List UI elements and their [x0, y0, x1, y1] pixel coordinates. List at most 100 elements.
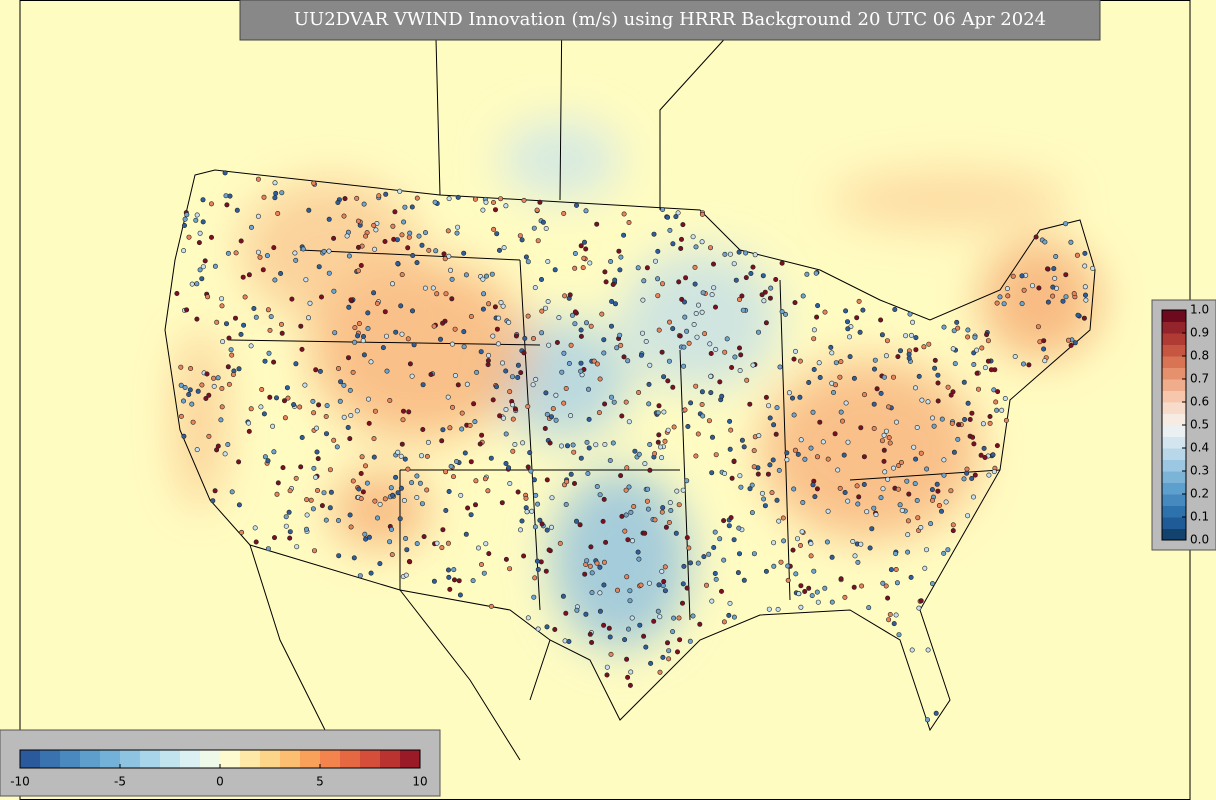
observation-dot [401, 219, 407, 225]
observation-dot [682, 407, 688, 413]
observation-dot [265, 458, 271, 464]
observation-dot [941, 550, 947, 556]
observation-dot [597, 564, 603, 570]
observation-dot [923, 547, 929, 553]
observation-dot [838, 576, 844, 582]
observation-dot [885, 595, 891, 601]
observation-dot [446, 574, 452, 580]
observation-dot [571, 449, 577, 455]
observation-dot [609, 298, 615, 304]
observation-dot [925, 647, 931, 653]
observation-dot [856, 494, 862, 500]
observation-dot [199, 382, 205, 388]
observation-dot [383, 333, 389, 339]
observation-dot [995, 389, 1001, 395]
observation-dot [767, 295, 773, 301]
observation-dot [371, 222, 377, 228]
observation-dot [878, 495, 884, 501]
observation-dot [267, 394, 273, 400]
observation-dot [606, 625, 612, 631]
observation-dot [362, 463, 368, 469]
observation-dot [341, 213, 347, 219]
observation-dot [246, 272, 252, 278]
observation-dot [271, 359, 277, 365]
observation-dot [561, 400, 567, 406]
observation-dot [554, 339, 560, 345]
observation-dot [194, 316, 200, 322]
observation-dot [786, 390, 792, 396]
observation-dot [655, 410, 661, 416]
observation-dot [452, 372, 458, 378]
observation-dot [521, 553, 527, 559]
observation-dot [718, 588, 724, 594]
observation-dot [568, 342, 574, 348]
observation-dot [795, 451, 801, 457]
observation-dot [800, 499, 806, 505]
observation-dot [480, 276, 486, 282]
observation-dot [710, 261, 716, 267]
observation-dot [597, 492, 603, 498]
observation-dot [903, 333, 909, 339]
observation-dot [529, 508, 535, 514]
observation-dot [755, 471, 761, 477]
observation-dot [784, 450, 790, 456]
observation-dot [837, 374, 843, 380]
observation-dot [262, 358, 268, 364]
observation-dot [510, 402, 516, 408]
observation-dot [817, 374, 823, 380]
observation-dot [791, 412, 797, 418]
observation-dot [635, 549, 641, 555]
observation-dot [400, 408, 406, 414]
observation-dot [854, 315, 860, 321]
observation-dot [618, 342, 624, 348]
observation-dot [397, 188, 403, 194]
observation-dot [1082, 284, 1088, 290]
observation-dot [640, 297, 646, 303]
observation-dot [326, 270, 332, 276]
observation-dot [403, 535, 409, 541]
observation-dot [285, 395, 291, 401]
observation-dot [657, 614, 663, 620]
observation-dot [468, 459, 474, 465]
observation-dot [488, 455, 494, 461]
observation-dot [665, 214, 671, 220]
observation-dot [608, 394, 614, 400]
observation-dot [363, 536, 369, 542]
observation-dot [468, 512, 474, 518]
observation-dot [761, 298, 767, 304]
observation-dot [1005, 293, 1011, 299]
observation-dot [906, 491, 912, 497]
observation-dot [684, 585, 690, 591]
observation-dot [785, 563, 791, 569]
observation-dot [486, 352, 492, 358]
observation-dot [584, 558, 590, 564]
observation-dot [975, 386, 981, 392]
observation-dot [442, 256, 448, 262]
observation-dot [583, 208, 589, 214]
observation-dot [543, 568, 549, 574]
observation-dot [652, 258, 658, 264]
observation-dot [841, 452, 847, 458]
observation-dot [581, 255, 587, 261]
colorbar-tick-label: 0.7 [1190, 372, 1209, 386]
observation-dot [470, 578, 476, 584]
observation-dot [690, 234, 696, 240]
observation-dot [886, 404, 892, 410]
observation-dot [499, 500, 505, 506]
observation-dot [356, 321, 362, 327]
observation-dot [974, 347, 980, 353]
observation-dot [458, 492, 464, 498]
observation-dot [883, 583, 889, 589]
observation-dot [501, 245, 507, 251]
observation-dot [493, 384, 499, 390]
observation-dot [908, 332, 914, 338]
observation-dot [472, 419, 478, 425]
colorbar-segment [1162, 425, 1186, 437]
observation-dot [556, 315, 562, 321]
observation-dot [601, 337, 607, 343]
observation-dot [896, 462, 902, 468]
observation-dot [521, 197, 527, 203]
observation-dot [512, 441, 518, 447]
observation-dot [603, 279, 609, 285]
observation-dot [498, 196, 504, 202]
